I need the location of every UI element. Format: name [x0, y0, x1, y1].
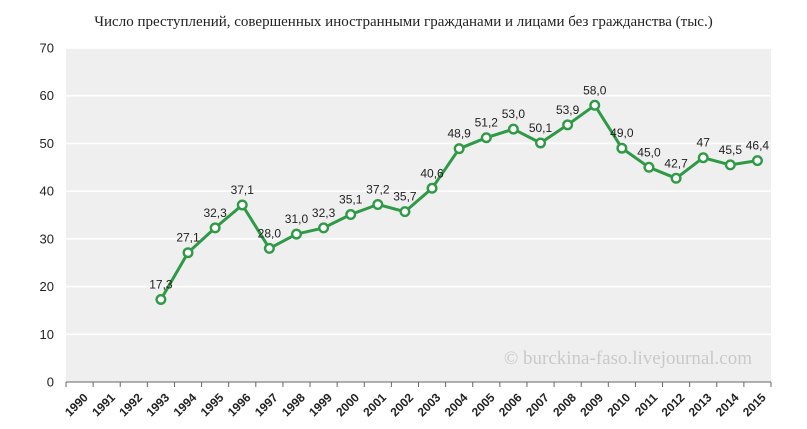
data-label: 32,3: [203, 206, 227, 220]
data-label: 53,0: [502, 107, 526, 121]
y-tick-label: 70: [40, 41, 54, 56]
data-label: 42,7: [664, 156, 688, 170]
x-tick-label: 2010: [604, 390, 633, 419]
x-tick-label: 2007: [523, 390, 552, 419]
data-label: 35,7: [393, 190, 417, 204]
data-label: 47: [697, 136, 711, 150]
data-label: 58,0: [583, 83, 607, 97]
x-tick-label: 2012: [659, 390, 688, 419]
data-label: 32,3: [312, 206, 336, 220]
data-point: [453, 143, 465, 155]
data-label: 35,1: [339, 193, 363, 207]
x-tick-label: 1991: [89, 390, 118, 419]
gridlines: [66, 47, 771, 336]
data-label: 50,1: [529, 121, 553, 135]
data-labels: 17,327,132,337,128,031,0 32,335,137,235,7…: [149, 83, 769, 291]
data-point: [182, 247, 194, 259]
data-point: [236, 199, 248, 211]
x-tick-label: 2002: [388, 390, 417, 419]
x-tick-label: 2013: [686, 390, 715, 419]
data-point: [480, 132, 492, 144]
x-tick-label: 2011: [632, 390, 661, 419]
plot-background: [66, 48, 771, 382]
x-tick-label: 2003: [415, 390, 444, 419]
data-label: 27,1: [176, 231, 200, 245]
data-point: [724, 159, 736, 171]
data-point: [562, 119, 574, 131]
data-point: [263, 242, 275, 254]
data-point: [507, 123, 519, 135]
data-point: [345, 209, 357, 221]
data-label: 48,9: [447, 127, 471, 141]
x-tick-label: 1997: [252, 390, 281, 419]
data-label: 37,1: [231, 183, 255, 197]
data-label: 40,6: [420, 166, 444, 180]
chart-title: Число преступлений, совершенных иностран…: [94, 14, 713, 30]
x-tick-label: 2001: [360, 390, 389, 419]
x-tick-label: 2008: [550, 390, 579, 419]
watermark: © burckina-faso.livejournal.com: [504, 348, 752, 369]
x-tick-label: 1998: [279, 390, 308, 419]
y-tick-labels: 0 10 20 30 40 50 60 70: [40, 41, 54, 390]
x-tick-label: 2000: [333, 390, 362, 419]
y-tick-label: 60: [40, 88, 54, 103]
data-point: [209, 222, 221, 234]
data-label: 46,4: [746, 139, 770, 153]
series-group: [155, 99, 763, 305]
y-tick-label: 10: [40, 327, 54, 342]
data-label: 45,0: [637, 145, 661, 159]
x-tick-label: 2004: [442, 390, 471, 419]
x-tick-label: 2005: [469, 390, 498, 419]
data-point: [426, 182, 438, 194]
x-tick-label: 2006: [496, 390, 525, 419]
y-tick-label: 20: [40, 279, 54, 294]
data-point: [589, 99, 601, 111]
data-point: [697, 152, 709, 164]
x-tick-label: 2009: [577, 390, 606, 419]
data-label: 28,0: [258, 226, 282, 240]
x-tick-label: 1999: [306, 390, 335, 419]
data-label: 17,3: [149, 277, 173, 291]
data-point: [155, 293, 167, 305]
x-tick-label: 1990: [62, 390, 91, 419]
data-point: [290, 228, 302, 240]
data-point: [372, 199, 384, 211]
data-point: [318, 222, 330, 234]
x-tick-label: 1992: [116, 390, 145, 419]
x-tick-label: 2014: [713, 390, 742, 419]
x-tick-labels: 1990199119921993199419951996199719981999…: [62, 382, 772, 419]
y-tick-label: 40: [40, 184, 54, 199]
x-tick-label: 1994: [171, 390, 200, 419]
data-label: 53,9: [556, 103, 580, 117]
data-label: 51,2: [475, 116, 499, 130]
data-point: [535, 137, 547, 149]
x-tick-label: 1993: [143, 390, 172, 419]
data-point: [670, 172, 682, 184]
data-point: [643, 161, 655, 173]
y-tick-label: 30: [40, 231, 54, 246]
data-point: [751, 155, 763, 167]
x-tick-label: 1996: [225, 390, 254, 419]
data-label: 37,2: [366, 183, 390, 197]
y-tick-label: 0: [47, 375, 54, 390]
x-tick-label: 1995: [198, 390, 227, 419]
data-label: 31,0: [285, 212, 309, 226]
data-label: 49,0: [610, 126, 634, 140]
y-tick-label: 50: [40, 136, 54, 151]
x-tick-label: 2015: [740, 390, 769, 419]
data-label: 45,5: [719, 143, 743, 157]
data-point: [616, 142, 628, 154]
data-point: [399, 206, 411, 218]
